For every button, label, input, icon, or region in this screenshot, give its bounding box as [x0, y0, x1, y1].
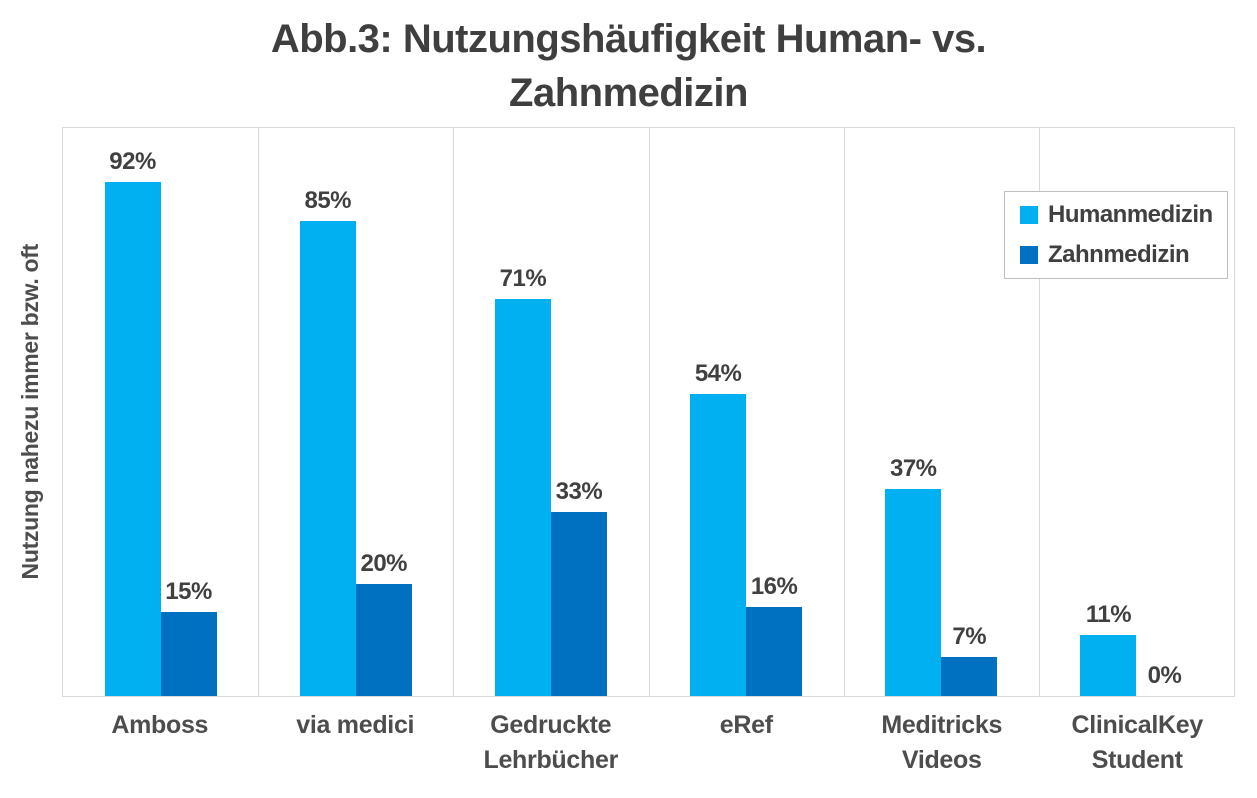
bar-zahnmedizin-amboss — [160, 612, 217, 696]
category-label-meditricks-videos: Meditricks Videos — [881, 711, 1003, 774]
gridline — [258, 128, 260, 696]
bar-column-humanmedizin-gedruckte-lehrb-cher: 71% — [494, 265, 551, 696]
gridline — [1038, 128, 1040, 696]
bar-column-zahnmedizin-clinicalkey-student: 0% — [1136, 662, 1192, 696]
bar-zahnmedizin-via-medici — [355, 584, 412, 696]
bar-value-label: 11% — [1085, 601, 1132, 628]
bar-value-label: 37% — [889, 455, 937, 482]
chart-title: Abb.3: Nutzungshäufigkeit Human- vs. Zah… — [0, 12, 1257, 120]
bar-value-label: 16% — [750, 573, 798, 600]
category-label-eref: eRef — [719, 711, 773, 739]
bar-pair: 92% 15% — [104, 148, 217, 696]
legend-swatch-zahnmedizin — [1020, 246, 1038, 264]
bar-column-humanmedizin-meditricks-videos: 37% — [885, 455, 942, 696]
legend-item: Zahnmedizin — [1020, 241, 1227, 269]
bar-value-label: 33% — [555, 478, 603, 505]
y-axis-title: Nutzung nahezu immer bzw. oft — [4, 127, 56, 697]
bar-humanmedizin-amboss — [104, 182, 161, 696]
bar-zahnmedizin-eref — [746, 607, 803, 696]
bar-value-label: 71% — [499, 265, 547, 292]
bar-group-amboss: 92% 15% — [63, 128, 258, 696]
bar-zahnmedizin-meditricks-videos — [941, 657, 998, 696]
bar-column-humanmedizin-eref: 54% — [690, 360, 747, 696]
bar-column-humanmedizin-amboss: 92% — [104, 148, 161, 696]
bar-pair: 54% 16% — [690, 360, 803, 696]
legend-label: Humanmedizin — [1048, 201, 1213, 228]
bar-humanmedizin-via-medici — [299, 221, 356, 696]
chart-title-line1: Abb.3: Nutzungshäufigkeit Human- vs. — [270, 17, 987, 61]
bar-pair: 37% 7% — [885, 455, 998, 696]
bar-humanmedizin-clinicalkey-student — [1080, 635, 1137, 696]
bar-pair: 71% 33% — [494, 265, 607, 696]
bar-humanmedizin-gedruckte-lehrb-cher — [494, 299, 551, 696]
bar-humanmedizin-meditricks-videos — [885, 489, 942, 696]
bar-column-zahnmedizin-gedruckte-lehrb-cher: 33% — [550, 478, 607, 696]
category-label-amboss: Amboss — [111, 711, 209, 739]
legend-item: Humanmedizin — [1020, 201, 1227, 229]
gridline — [453, 128, 455, 696]
bar-value-label: 85% — [304, 187, 352, 214]
bar-zahnmedizin-gedruckte-lehrb-cher — [550, 512, 607, 696]
bar-value-label: 20% — [360, 550, 408, 577]
bar-value-label: 54% — [694, 360, 742, 387]
bar-group-clinicalkey-student: 11% 0% — [1039, 128, 1234, 696]
bar-column-zahnmedizin-meditricks-videos: 7% — [941, 623, 998, 696]
category-label-via-medici: via medici — [296, 711, 415, 739]
bar-pair: 11% 0% — [1080, 601, 1192, 696]
legend-swatch-humanmedizin — [1020, 206, 1038, 224]
bar-column-zahnmedizin-amboss: 15% — [160, 578, 217, 696]
bar-column-zahnmedizin-eref: 16% — [746, 573, 803, 696]
bar-column-zahnmedizin-via-medici: 20% — [355, 550, 412, 696]
category-axis: Amboss via medici Gedruckte Lehrbücher eRef… — [62, 708, 1235, 778]
category-label-clinicalkey-student: ClinicalKey Student — [1071, 711, 1204, 774]
gridline — [843, 128, 845, 696]
gridline — [648, 128, 650, 696]
bar-group-gedruckte-lehrb-cher: 71% 33% — [453, 128, 648, 696]
legend-label: Zahnmedizin — [1048, 241, 1190, 268]
chart-title-line2: Zahnmedizin — [509, 71, 748, 115]
bar-column-humanmedizin-via-medici: 85% — [299, 187, 356, 696]
bar-group-eref: 54% 16% — [649, 128, 844, 696]
bar-pair: 85% 20% — [299, 187, 412, 696]
bar-value-label: 0% — [1147, 662, 1182, 689]
bar-column-humanmedizin-clinicalkey-student: 11% — [1080, 601, 1137, 696]
bar-groups: 92% 15% 85% 20% 71% 33% 54% 16% 37% 7% 11% 0% — [63, 128, 1234, 696]
y-axis-title-text: Nutzung nahezu immer bzw. oft — [16, 244, 43, 580]
bar-group-via-medici: 85% 20% — [258, 128, 453, 696]
bar-humanmedizin-eref — [690, 394, 747, 696]
legend: Humanmedizin Zahnmedizin — [1004, 191, 1228, 279]
category-label-gedruckte-lehrb-cher: Gedruckte Lehrbücher — [483, 711, 619, 774]
bar-value-label: 92% — [109, 148, 156, 175]
bar-group-meditricks-videos: 37% 7% — [844, 128, 1039, 696]
bar-value-label: 7% — [952, 623, 987, 650]
bar-value-label: 15% — [165, 578, 212, 605]
